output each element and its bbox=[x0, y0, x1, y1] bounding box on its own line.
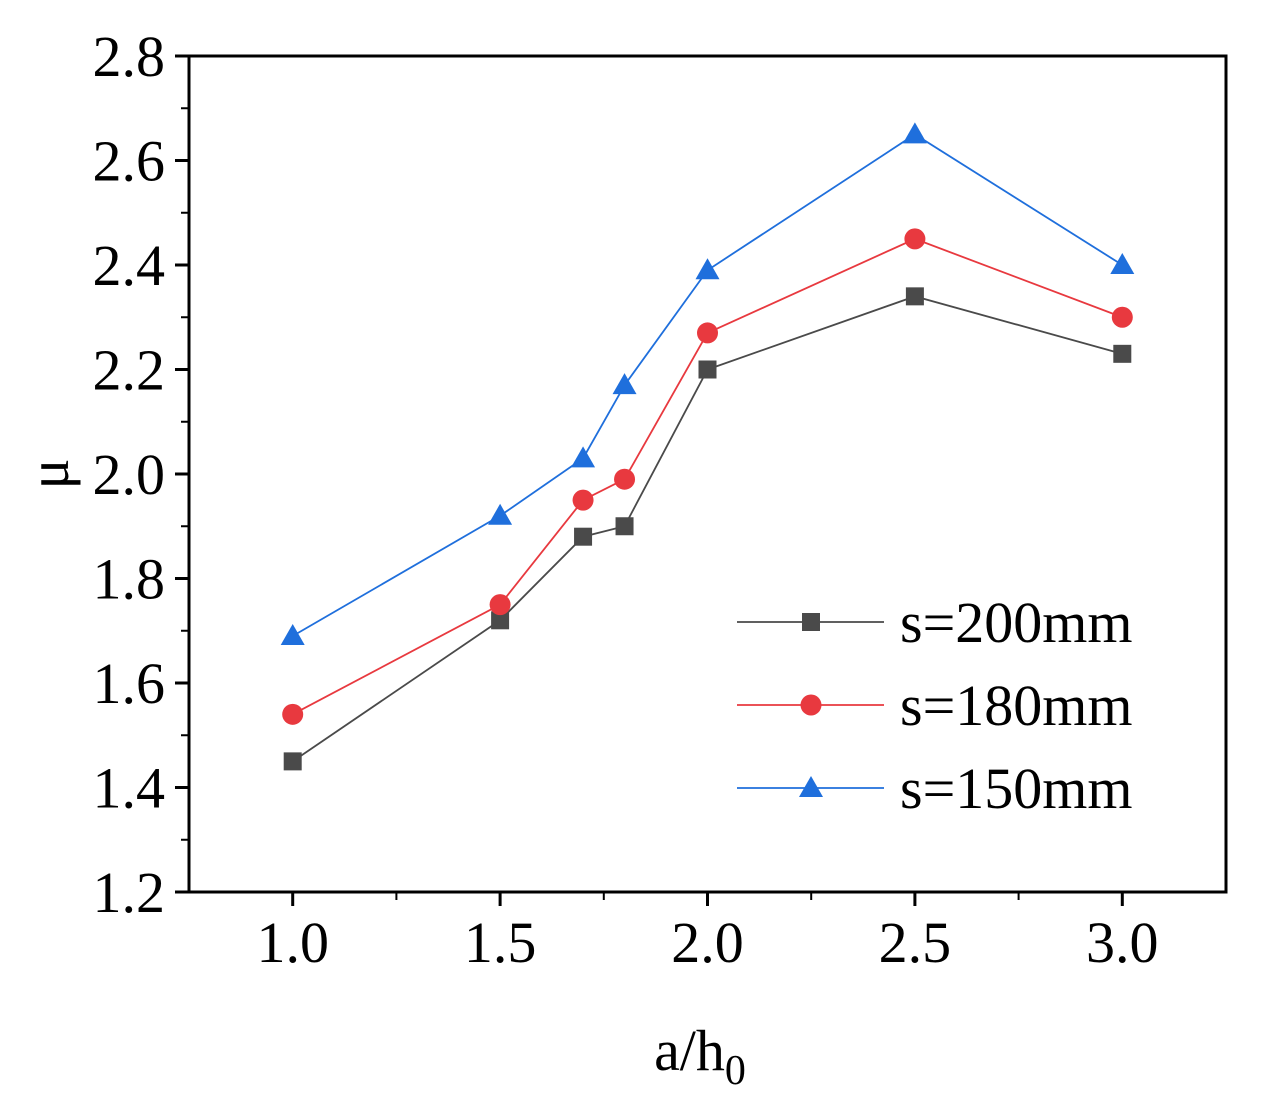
legend-label: s=150mm bbox=[900, 756, 1133, 821]
data-point bbox=[612, 373, 637, 395]
legend-marker bbox=[799, 776, 823, 797]
data-point bbox=[697, 322, 718, 344]
data-point bbox=[574, 527, 593, 546]
series-s=200mm bbox=[283, 287, 1132, 771]
data-point bbox=[283, 752, 302, 771]
y-tick-label: 1.8 bbox=[93, 547, 166, 612]
x-tick-label: 2.5 bbox=[879, 910, 952, 975]
y-tick-label: 2.2 bbox=[93, 338, 166, 403]
legend-label: s=180mm bbox=[900, 673, 1133, 738]
axis-ticks bbox=[175, 54, 1124, 906]
legend-item: s=180mm bbox=[737, 673, 1133, 738]
x-axis-title-subscript: 0 bbox=[725, 1048, 746, 1094]
data-point bbox=[488, 503, 513, 525]
data-point bbox=[1110, 253, 1135, 274]
series-s=180mm bbox=[282, 228, 1133, 725]
y-tick-label: 1.6 bbox=[93, 651, 166, 716]
legend: s=200mm s=180mm s=150mm bbox=[737, 590, 1133, 821]
legend-label: s=200mm bbox=[900, 590, 1133, 655]
x-tick-label: 1.5 bbox=[464, 910, 537, 975]
data-point bbox=[902, 122, 927, 144]
y-axis-title: μ bbox=[16, 458, 81, 489]
series-s=150mm bbox=[280, 122, 1135, 645]
legend-marker bbox=[802, 613, 820, 631]
legend-marker bbox=[800, 694, 822, 716]
x-tick-label: 1.0 bbox=[256, 910, 329, 975]
legend-item: s=200mm bbox=[737, 590, 1133, 655]
y-tick-label: 1.2 bbox=[93, 860, 166, 925]
data-point bbox=[572, 489, 594, 511]
y-tick-label: 1.4 bbox=[93, 756, 166, 821]
data-point bbox=[615, 517, 634, 536]
series-line bbox=[292, 133, 1123, 637]
data-point bbox=[282, 703, 304, 725]
data-point bbox=[614, 468, 636, 490]
x-axis-title: a/h0 bbox=[654, 1018, 746, 1094]
data-point bbox=[489, 594, 511, 616]
data-point bbox=[491, 611, 510, 630]
data-point bbox=[1111, 306, 1133, 328]
data-point bbox=[1113, 344, 1132, 363]
y-tick-labels: 1.2 1.4 1.6 1.8 2.0 2.2 2.4 2.6 2.8 bbox=[93, 24, 166, 925]
y-tick-label: 2.4 bbox=[93, 233, 166, 298]
y-tick-label: 2.8 bbox=[93, 24, 166, 89]
y-tick-label: 2.0 bbox=[93, 442, 166, 507]
x-tick-label: 2.0 bbox=[671, 910, 744, 975]
data-point bbox=[280, 623, 305, 645]
x-axis-title-main: a/h bbox=[654, 1018, 725, 1083]
data-point bbox=[698, 360, 717, 379]
data-point bbox=[905, 287, 924, 306]
data-point bbox=[904, 228, 926, 250]
legend-item: s=150mm bbox=[737, 756, 1133, 821]
x-tick-labels: 1.0 1.5 2.0 2.5 3.0 bbox=[256, 910, 1158, 975]
y-tick-label: 2.6 bbox=[93, 129, 166, 194]
series-layer bbox=[280, 122, 1135, 771]
data-point bbox=[571, 446, 596, 468]
x-tick-label: 3.0 bbox=[1086, 910, 1159, 975]
data-point bbox=[695, 258, 720, 280]
